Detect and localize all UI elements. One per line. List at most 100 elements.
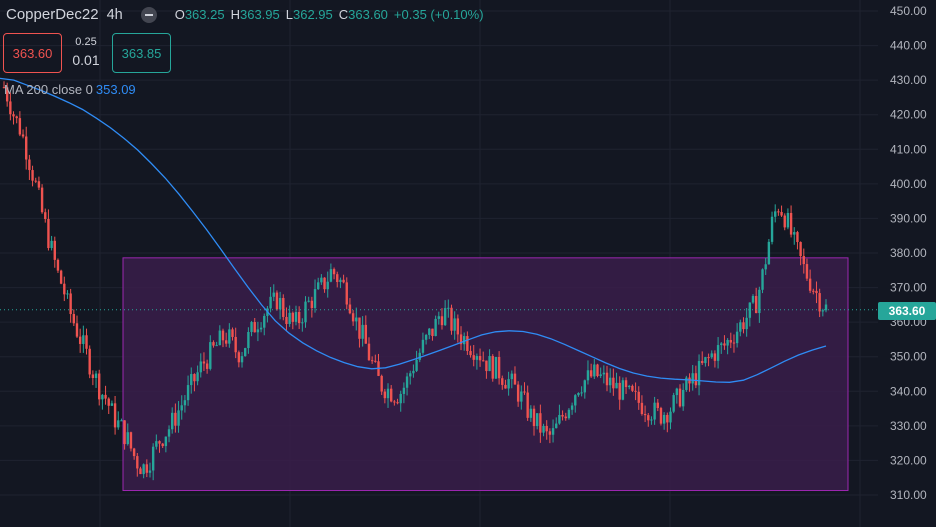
candle-body [608, 377, 612, 386]
candle-body [399, 393, 402, 404]
candle-body [263, 315, 266, 328]
candle-body [78, 336, 82, 344]
candle-body [615, 382, 618, 389]
candle-body [818, 293, 821, 312]
buy-button[interactable]: 363.85 [112, 33, 171, 73]
candle-body [628, 385, 631, 388]
candle-body [780, 211, 783, 216]
candle-body [634, 390, 637, 392]
candle-body [558, 414, 561, 424]
candle-body [586, 370, 590, 381]
last-price-value: 363.60 [888, 304, 926, 318]
candle-body [574, 395, 577, 406]
candle-body [605, 372, 609, 386]
y-tick-label: 330.00 [890, 419, 927, 433]
candle-body [104, 394, 107, 399]
candle-body [164, 436, 168, 447]
candle-body [94, 373, 98, 378]
y-tick-label: 340.00 [890, 384, 927, 398]
ma-indicator-legend[interactable]: MA 200 close 0 353.09 [4, 82, 136, 97]
timeframe-label[interactable]: 4h [106, 6, 123, 23]
candle-body [21, 134, 25, 137]
candle-body [523, 391, 526, 393]
candle-body [199, 361, 202, 373]
y-tick-label: 450.00 [890, 4, 927, 18]
candle-body [282, 297, 285, 317]
candle-body [520, 391, 523, 402]
candle-body [456, 318, 460, 335]
candle-body [113, 403, 117, 428]
candle-body [231, 329, 234, 337]
candle-body [501, 378, 504, 385]
candle-body [383, 391, 387, 399]
candle-body [218, 330, 222, 346]
candle-body [136, 456, 139, 469]
candle-body [424, 334, 428, 340]
candle-body [450, 307, 453, 331]
candle-body [101, 394, 104, 400]
spread-display: 0.25 0.01 [66, 33, 106, 71]
symbol-name[interactable]: CopperDec22 [6, 6, 99, 23]
candle-body [783, 215, 786, 228]
market-status-icon[interactable] [140, 6, 157, 23]
candle-body [564, 416, 567, 419]
candle-body [37, 181, 41, 188]
candle-body [735, 331, 739, 344]
candle-body [475, 356, 479, 360]
candle-body [126, 432, 129, 445]
candle-body [69, 293, 72, 315]
candle-body [596, 364, 599, 377]
candle-body [675, 388, 679, 396]
candle-body [697, 361, 701, 386]
candle-body [129, 432, 133, 449]
candle-body [551, 428, 555, 435]
candle-body [355, 317, 358, 322]
y-tick-label: 390.00 [890, 211, 927, 225]
low-value: 362.95 [292, 7, 333, 22]
candle-body [47, 219, 50, 249]
sell-button[interactable]: 363.60 [3, 33, 62, 73]
candle-body [12, 114, 15, 117]
candle-body [567, 409, 571, 419]
candle-body [272, 292, 275, 297]
candle-body [418, 352, 421, 360]
spread-top-value: 0.25 [75, 36, 97, 48]
candle-body [193, 374, 196, 382]
candle-body [320, 277, 323, 283]
candle-body [824, 304, 828, 311]
candle-body [694, 373, 698, 386]
candle-body [507, 379, 510, 389]
candle-body [767, 241, 771, 265]
candle-body [434, 318, 437, 337]
candle-body [31, 170, 34, 181]
candle-body [228, 329, 231, 344]
y-tick-label: 350.00 [890, 350, 927, 364]
candle-body [732, 342, 736, 344]
open-value: 363.25 [184, 7, 225, 22]
candle-body [209, 342, 212, 369]
candle-body [158, 441, 161, 444]
candle-body [351, 313, 355, 322]
candle-body [729, 339, 732, 343]
candle-body [269, 296, 272, 309]
candle-body [412, 370, 415, 374]
candle-body [53, 240, 56, 260]
candle-body [278, 297, 282, 310]
candle-body [75, 323, 79, 337]
candle-body [259, 327, 263, 330]
candle-body [764, 264, 767, 270]
candle-body [624, 380, 628, 388]
candle-body [142, 464, 145, 475]
candle-body [323, 277, 326, 290]
candle-body [291, 312, 295, 322]
y-tick-label: 410.00 [890, 142, 927, 156]
candle-body [437, 316, 441, 319]
candle-body [532, 408, 536, 427]
candle-body [637, 391, 640, 403]
candle-body [726, 339, 729, 346]
candle-body [317, 282, 320, 290]
candle-body [180, 405, 183, 411]
candle-body [389, 388, 393, 402]
last-price-tag: 363.60 [878, 302, 936, 320]
